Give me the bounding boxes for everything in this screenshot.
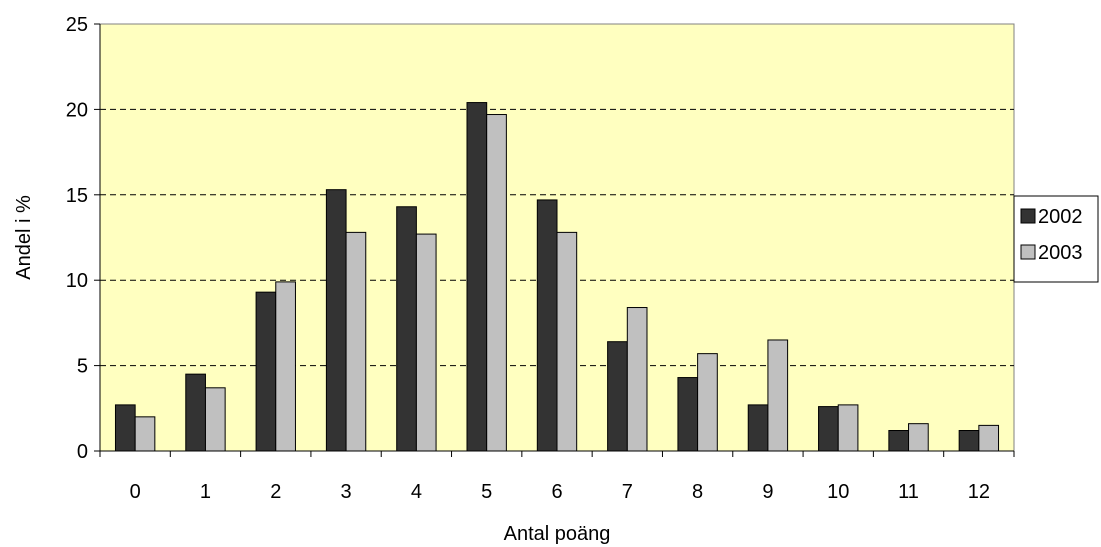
bar-2002-5	[466, 102, 488, 452]
bar-2003-9	[767, 339, 789, 452]
axes	[94, 23, 1015, 457]
bar-2003-2	[275, 281, 296, 452]
legend-label-2002: 2002	[1038, 206, 1083, 228]
bar-2003-8	[697, 353, 718, 452]
y-axis-title: Andel i %	[13, 195, 35, 280]
bar-2002-2	[255, 291, 277, 452]
bar-2002-6	[536, 199, 558, 452]
x-tick-label: 9	[762, 481, 773, 503]
bar-2003-10	[837, 404, 859, 452]
x-tick-label: 5	[481, 481, 492, 503]
bar-2002-10	[818, 406, 839, 452]
bar-2002-8	[677, 377, 699, 452]
bar-2002-0	[114, 404, 136, 452]
x-tick-label: 4	[411, 481, 422, 503]
x-tick-label: 12	[968, 481, 990, 503]
bars	[114, 102, 1000, 452]
x-tick-label: 10	[827, 481, 849, 503]
y-tick-label: 10	[66, 270, 88, 292]
bar-2003-7	[626, 307, 648, 452]
legend-swatch-2003	[1020, 244, 1036, 260]
y-tick-label: 15	[66, 185, 88, 207]
bar-2002-7	[607, 341, 628, 452]
legend-label-2003: 2003	[1038, 242, 1083, 264]
bar-2003-4	[415, 233, 437, 452]
bar-2002-4	[396, 206, 417, 452]
grid-lines	[100, 108, 1014, 367]
bar-2002-9	[747, 404, 769, 452]
y-tick-label: 25	[66, 14, 88, 36]
bar-2002-12	[958, 430, 980, 452]
x-tick-label: 2	[270, 481, 281, 503]
x-tick-labels: 0 1 2 3 4 5 6 7 8 9 10 11 12	[130, 481, 990, 503]
legend-swatch-2002	[1020, 208, 1036, 224]
x-axis-title: Antal poäng	[504, 523, 611, 545]
x-tick-label: 1	[200, 481, 211, 503]
x-tick-label: 11	[898, 481, 919, 503]
bar-2003-12	[978, 424, 1000, 452]
bar-2003-11	[908, 423, 929, 452]
bar-2003-1	[204, 387, 226, 452]
x-tick-label: 3	[341, 481, 352, 503]
y-tick-label: 0	[77, 441, 88, 463]
x-tick-label: 0	[130, 481, 141, 503]
bar-2003-5	[486, 114, 507, 452]
bar-2002-11	[888, 430, 910, 452]
y-tick-label: 5	[77, 356, 88, 378]
bar-2003-0	[134, 416, 156, 452]
y-tick-labels: 0 5 10 15 20 25	[66, 14, 88, 463]
x-tick-label: 7	[622, 481, 633, 503]
y-tick-label: 20	[66, 99, 88, 121]
bar-2003-3	[345, 231, 367, 452]
x-tick-label: 8	[692, 481, 703, 503]
legend: 2002 2003	[1013, 195, 1099, 283]
bar-2003-6	[556, 231, 578, 452]
bar-2002-1	[185, 373, 206, 452]
x-tick-label: 6	[551, 481, 562, 503]
bar-2002-3	[325, 189, 347, 452]
